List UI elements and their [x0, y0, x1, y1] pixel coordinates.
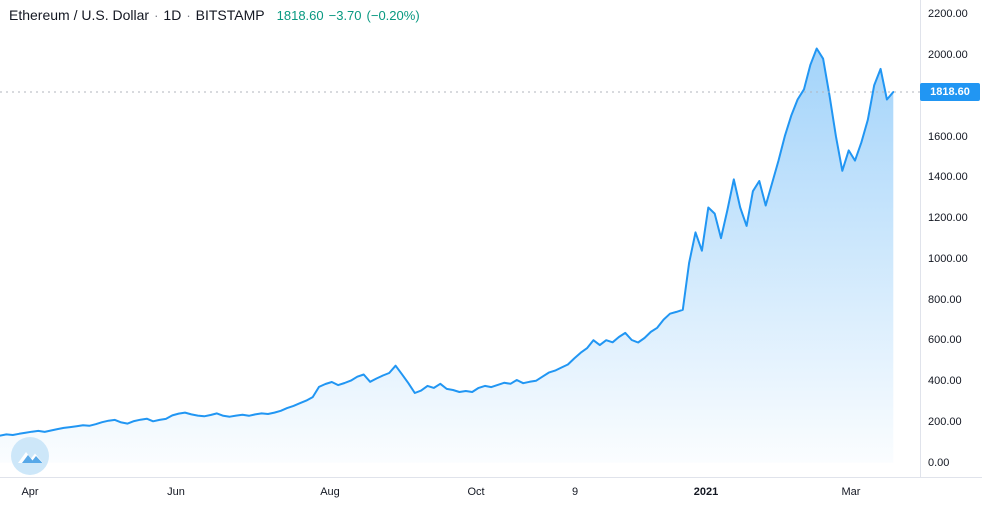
y-axis-label: 2200.00: [928, 8, 968, 20]
x-axis-label: 2021: [693, 486, 719, 498]
separator-dot: ·: [186, 8, 191, 23]
x-axis-label: Jun: [167, 486, 185, 498]
y-axis-label: 400.00: [928, 375, 962, 387]
y-axis-label: 0.00: [928, 457, 950, 469]
x-axis-label: Oct: [467, 486, 485, 498]
y-axis-label: 800.00: [928, 294, 962, 306]
symbol-name[interactable]: Ethereum / U.S. Dollar: [9, 7, 150, 23]
chart-legend: Ethereum / U.S. Dollar · 1D · BITSTAMP 1818.…: [9, 7, 425, 23]
chart-pane[interactable]: [0, 0, 920, 477]
quote-change-percent: (−0.20%): [366, 8, 420, 23]
x-axis-label: 9: [571, 486, 579, 498]
y-axis-label: 1400.00: [928, 171, 968, 183]
y-axis-label: 200.00: [928, 416, 962, 428]
mountain-chart-logo-icon: [11, 437, 49, 475]
price-scale[interactable]: 1818.60 2200.002000.001800.001600.001400…: [920, 0, 982, 477]
y-axis-label: 2000.00: [928, 49, 968, 61]
separator-dot: ·: [154, 8, 159, 23]
price-badge: 1818.60: [920, 83, 980, 101]
quote-values: 1818.60 −3.70 (−0.20%): [277, 8, 425, 23]
y-axis-label: 1600.00: [928, 131, 968, 143]
symbol-title: Ethereum / U.S. Dollar · 1D · BITSTAMP: [9, 7, 265, 23]
price-area-path: [0, 48, 894, 463]
time-scale[interactable]: Apr Jun Aug Oct 9 2021 Mar: [0, 477, 982, 507]
interval-label[interactable]: 1D: [163, 7, 182, 23]
y-axis-label: 1000.00: [928, 253, 968, 265]
price-line-path: [0, 47, 895, 437]
watermark-logo-button[interactable]: [10, 436, 50, 476]
x-axis-label: Mar: [841, 486, 861, 498]
y-axis-label: 600.00: [928, 334, 962, 346]
x-axis-label: Aug: [320, 486, 340, 498]
quote-last-price: 1818.60: [276, 8, 324, 23]
quote-change: −3.70: [328, 8, 362, 23]
y-axis-label: 1200.00: [928, 212, 968, 224]
exchange-label[interactable]: BITSTAMP: [195, 7, 265, 23]
x-axis-label: Apr: [21, 486, 39, 498]
price-chart-svg[interactable]: [0, 0, 920, 477]
